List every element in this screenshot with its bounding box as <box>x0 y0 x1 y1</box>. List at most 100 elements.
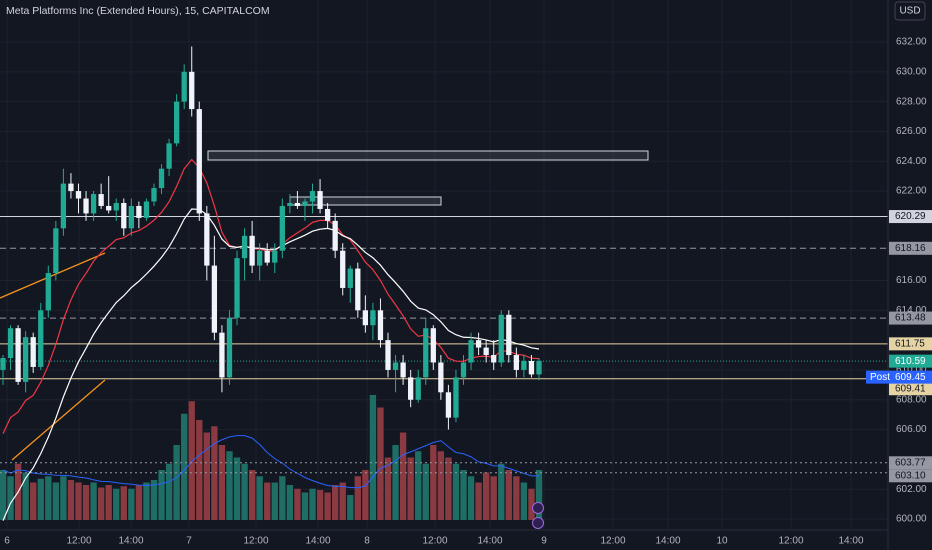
y-tick-label: 616.00 <box>896 275 927 286</box>
volume-bar <box>67 480 75 520</box>
y-tick-label: 624.00 <box>896 156 927 167</box>
candle-body <box>0 358 6 370</box>
candle-body <box>15 328 21 382</box>
volume-bar <box>181 413 188 520</box>
candle-body <box>128 205 134 229</box>
candle-body <box>468 340 474 363</box>
candle-body <box>377 310 384 341</box>
candle-body <box>536 360 542 375</box>
candle-body <box>158 168 165 189</box>
event-icon[interactable] <box>532 502 544 514</box>
candle-body <box>528 360 535 375</box>
candle-body <box>272 250 278 263</box>
candle-body <box>400 362 406 378</box>
candle-body <box>423 328 429 378</box>
y-tick-label: 600.00 <box>896 514 927 525</box>
moving-averages <box>2 158 540 521</box>
candle-body <box>121 202 127 229</box>
candle-body <box>294 202 301 206</box>
volume-bar <box>437 451 445 520</box>
candle-body <box>241 235 248 259</box>
candle-body <box>438 362 444 393</box>
volume-bar <box>520 482 528 520</box>
volume-bar <box>271 482 278 520</box>
x-tick-label: 12:00 <box>243 536 268 547</box>
volume-bar <box>513 476 520 520</box>
candle-body <box>151 188 157 202</box>
levels <box>0 216 888 474</box>
volume-bar <box>369 395 377 520</box>
post-price-label: 609.45 <box>895 372 926 383</box>
candle-body <box>196 109 202 214</box>
volume-bar <box>188 401 195 520</box>
candle-body <box>491 355 497 363</box>
level-badge <box>889 311 932 325</box>
y-tick-label: 614.00 <box>896 305 927 316</box>
volume-bar <box>90 482 97 520</box>
volume-bar <box>528 488 535 520</box>
candle-body <box>385 340 391 370</box>
x-tick-label: 14:00 <box>305 536 330 547</box>
volume-bar <box>301 492 309 520</box>
candle-body <box>521 360 527 370</box>
x-tick-label: 10 <box>716 536 728 547</box>
zone-box <box>207 150 649 161</box>
volume-bar <box>384 457 392 520</box>
x-tick-label: 7 <box>186 536 192 547</box>
candle-body <box>7 328 14 359</box>
volume-bar <box>422 463 429 520</box>
volume-bar <box>226 451 233 520</box>
candle-body <box>249 235 255 266</box>
y-tick-label: 628.00 <box>896 96 927 107</box>
level-label: 609.41 <box>895 383 926 394</box>
candle-body <box>408 377 414 400</box>
volume-bar <box>218 445 226 520</box>
volume-bar <box>165 463 173 520</box>
volume-ma <box>2 435 539 489</box>
volume-bar <box>535 470 543 520</box>
volume-bar <box>331 485 339 520</box>
candle-body <box>83 198 89 214</box>
level-badge <box>889 469 932 483</box>
candle-body <box>347 268 353 288</box>
volume-bar <box>399 432 407 520</box>
volume-bar <box>97 487 105 520</box>
volume-bar <box>482 472 490 520</box>
volume-bar <box>241 463 248 520</box>
candle-body <box>415 377 421 400</box>
candle-body <box>453 377 459 418</box>
candle-body <box>234 258 240 318</box>
volume-bar <box>407 457 414 520</box>
event-icon[interactable] <box>532 517 544 529</box>
volume-bar <box>0 470 7 520</box>
level-label: 618.16 <box>895 243 926 254</box>
volume-bar <box>60 476 67 520</box>
candle-body <box>204 213 210 266</box>
y-tick-label: 602.00 <box>896 484 927 495</box>
level-badge <box>889 456 932 470</box>
currency-button[interactable] <box>894 1 926 21</box>
volume-bar <box>135 485 143 520</box>
candle-body <box>309 191 316 202</box>
candle-body <box>38 310 44 367</box>
chart-title: Meta Platforms Inc (Extended Hours), 15,… <box>6 5 270 17</box>
candle-body <box>513 355 519 370</box>
candle-body <box>189 71 195 110</box>
candle-body <box>136 205 142 218</box>
volume-bar <box>248 470 256 520</box>
candle-body <box>68 183 74 192</box>
currency[interactable]: USD <box>899 6 920 17</box>
candle-body <box>60 183 67 229</box>
trend-line <box>11 379 106 461</box>
candle-body <box>430 328 436 363</box>
volume-bar <box>150 480 158 520</box>
candle-body <box>324 208 331 221</box>
post-tag: Post <box>870 372 890 383</box>
volume-bar <box>158 470 165 520</box>
volume-bar <box>120 486 127 520</box>
candle-body <box>173 101 180 144</box>
last-price-label: 610.59 <box>895 356 926 367</box>
candle-body <box>264 250 270 263</box>
level-badge <box>889 337 932 351</box>
volume-bar <box>354 476 361 520</box>
